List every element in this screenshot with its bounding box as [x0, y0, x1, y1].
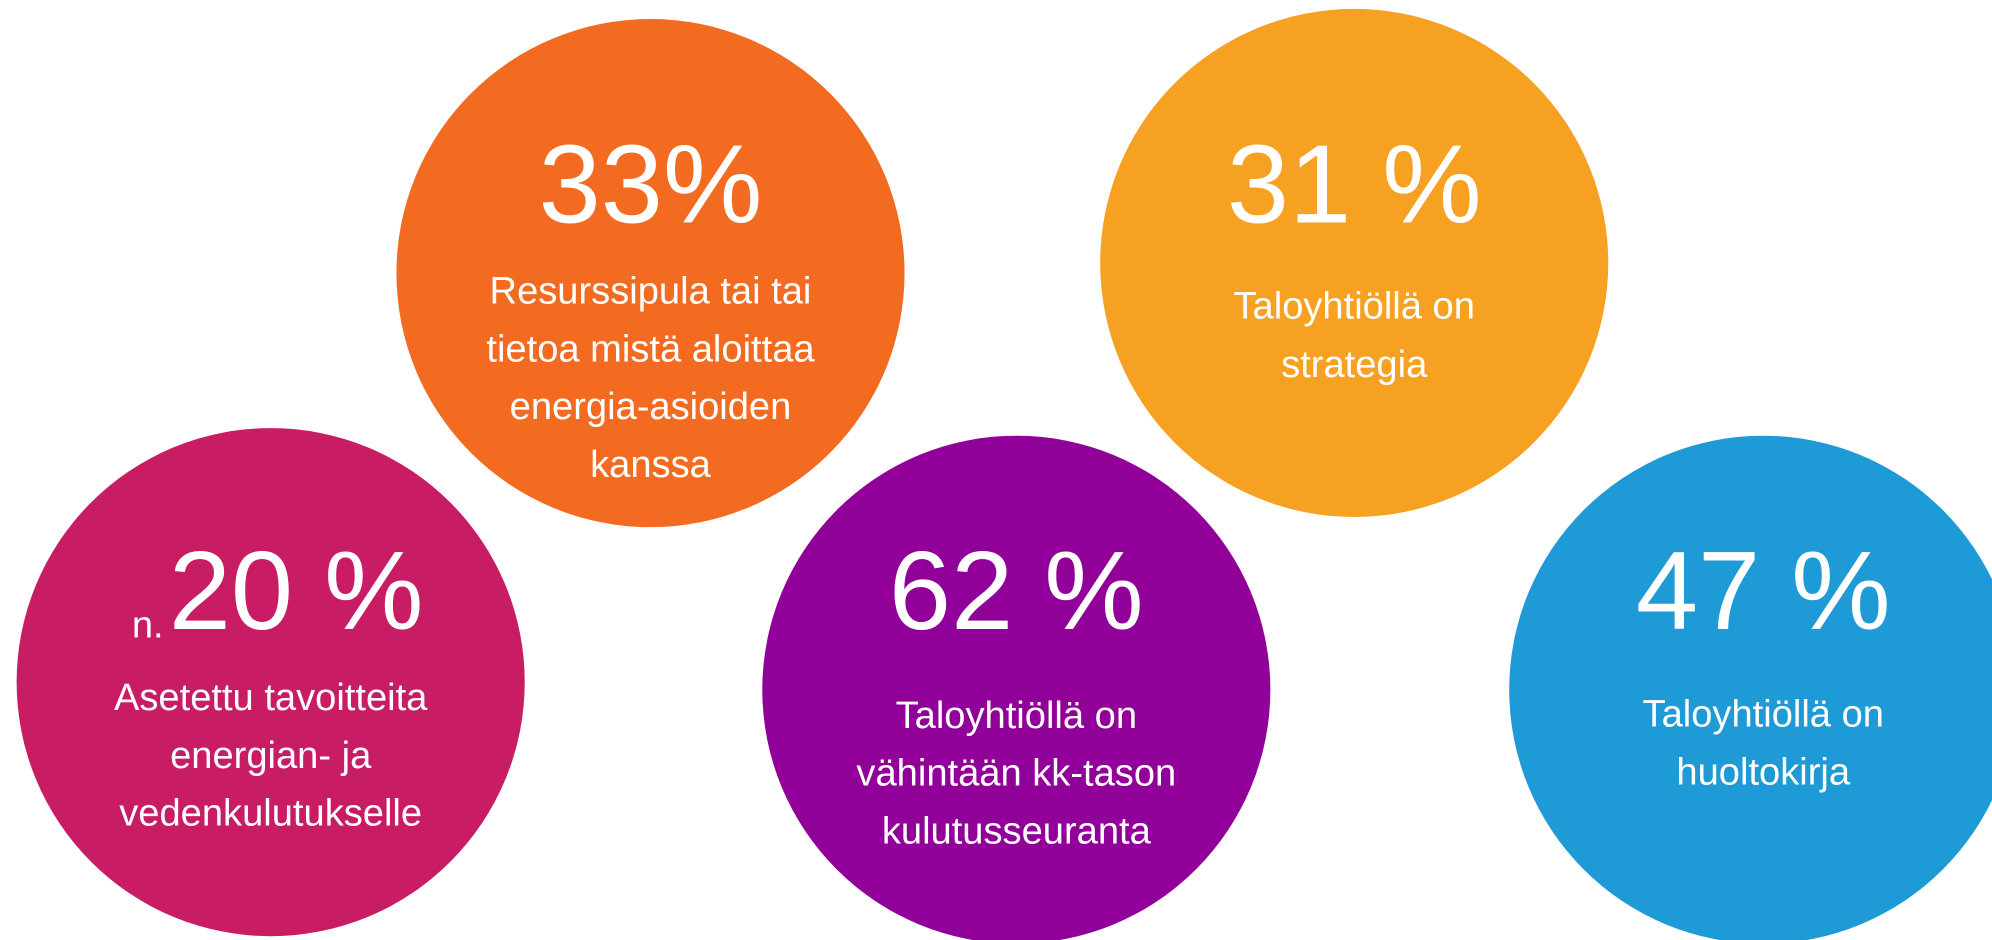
stat-label: tietoa mistä aloittaa — [486, 328, 815, 370]
stat-label: vedenkulutukselle — [119, 793, 422, 835]
stat-label: kulutusseuranta — [882, 810, 1152, 852]
stat-value: 31 % — [1227, 122, 1482, 247]
stat-value: 33% — [539, 122, 763, 247]
stat-label: vähintään kk-tason — [856, 753, 1176, 795]
stat-label: strategia — [1281, 344, 1428, 386]
stat-value: 47 % — [1636, 528, 1891, 653]
stat-label: Taloyhtiöllä on — [1643, 693, 1884, 735]
stat-label: Resurssipula tai tai — [490, 270, 812, 312]
stat-label: energia-asioiden — [510, 386, 792, 428]
stat-label: Taloyhtiöllä on — [896, 695, 1137, 737]
stat-label: huoltokirja — [1676, 751, 1850, 793]
stat-value: 62 % — [889, 528, 1144, 653]
stat-circle — [16, 428, 525, 937]
stat-circle — [396, 19, 905, 528]
stat-circle — [1100, 8, 1609, 517]
stat-value: 20 % — [169, 528, 424, 653]
stat-circle — [762, 435, 1271, 940]
stat-label: Taloyhtiöllä on — [1234, 286, 1475, 328]
stat-label: kanssa — [590, 444, 712, 486]
stat-circle — [1509, 435, 1992, 940]
stat-label: Asetettu tavoitteita — [114, 677, 428, 719]
stat-label: energian- ja — [170, 735, 372, 777]
stat-prefix: n. — [132, 605, 164, 647]
